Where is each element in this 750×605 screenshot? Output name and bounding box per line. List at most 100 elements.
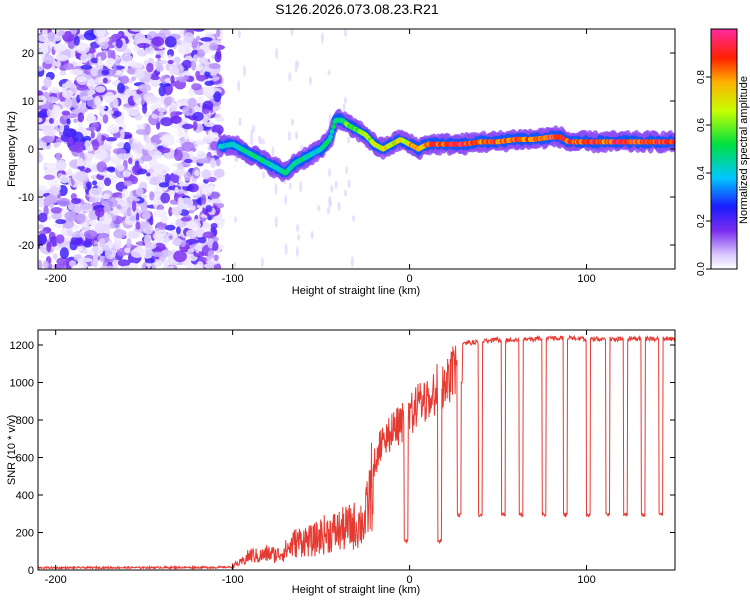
noise-speckle bbox=[207, 130, 214, 140]
noise-speckle bbox=[55, 60, 62, 68]
noise-speckle bbox=[284, 243, 288, 256]
noise-speckle bbox=[170, 75, 175, 84]
noise-speckle bbox=[84, 140, 91, 149]
noise-speckle bbox=[238, 117, 242, 127]
noise-speckle bbox=[103, 205, 111, 214]
noise-speckle bbox=[188, 107, 193, 114]
noise-speckle bbox=[158, 111, 164, 118]
noise-speckle bbox=[165, 224, 176, 231]
colorbar-tick-label: 0.2 bbox=[696, 214, 707, 228]
noise-speckle bbox=[92, 180, 98, 186]
noise-speckle bbox=[90, 67, 99, 77]
noise-speckle bbox=[102, 245, 110, 252]
noise-speckle bbox=[212, 74, 219, 82]
noise-speckle bbox=[112, 110, 122, 118]
noise-speckle bbox=[106, 125, 120, 134]
noise-speckle bbox=[115, 59, 121, 66]
noise-speckle bbox=[96, 132, 102, 144]
noise-speckle bbox=[129, 262, 138, 269]
noise-speckle bbox=[330, 184, 334, 193]
noise-speckle bbox=[163, 237, 171, 243]
noise-speckle bbox=[173, 250, 187, 263]
noise-speckle bbox=[103, 177, 112, 187]
noise-speckle bbox=[128, 157, 133, 165]
colorbar-tick-label: 0.0 bbox=[696, 262, 707, 276]
snr-series-line bbox=[38, 334, 675, 570]
noise-speckle bbox=[43, 174, 55, 180]
noise-speckle bbox=[141, 194, 148, 199]
noise-speckle bbox=[59, 122, 65, 133]
noise-speckle bbox=[108, 110, 114, 115]
noise-speckle bbox=[168, 206, 173, 217]
noise-speckle bbox=[183, 131, 189, 141]
noise-speckle bbox=[113, 229, 127, 239]
noise-speckle bbox=[63, 63, 75, 71]
noise-speckle bbox=[108, 167, 116, 173]
noise-speckle bbox=[344, 189, 348, 197]
noise-speckle bbox=[38, 259, 43, 269]
noise-speckle bbox=[174, 186, 179, 193]
noise-speckle bbox=[45, 194, 58, 204]
noise-speckle bbox=[143, 93, 156, 102]
noise-speckle bbox=[152, 196, 159, 209]
noise-speckle bbox=[294, 61, 298, 73]
noise-speckle bbox=[38, 95, 47, 106]
noise-speckle bbox=[213, 254, 219, 261]
noise-speckle bbox=[77, 165, 86, 170]
noise-speckle bbox=[70, 235, 84, 246]
noise-speckle bbox=[337, 201, 341, 212]
noise-speckle bbox=[41, 135, 55, 144]
noise-speckle bbox=[105, 265, 115, 269]
snr-x-tick-label: 0 bbox=[407, 574, 413, 586]
noise-speckle bbox=[132, 92, 138, 102]
noise-speckle bbox=[168, 265, 175, 269]
noise-speckle bbox=[214, 51, 222, 63]
noise-speckle bbox=[64, 97, 73, 109]
colorbar-gradient bbox=[710, 28, 738, 270]
noise-speckle bbox=[87, 78, 96, 91]
noise-speckle bbox=[287, 130, 291, 141]
noise-speckle bbox=[70, 232, 83, 238]
noise-speckle bbox=[202, 100, 214, 111]
noise-speckle bbox=[262, 171, 266, 179]
noise-speckle bbox=[234, 216, 238, 223]
noise-speckle bbox=[290, 29, 294, 36]
noise-speckle bbox=[156, 221, 168, 230]
noise-speckle bbox=[214, 168, 225, 178]
noise-speckle bbox=[104, 248, 116, 260]
noise-speckle bbox=[197, 236, 207, 244]
noise-speckle bbox=[215, 158, 221, 167]
noise-speckle bbox=[142, 103, 148, 114]
noise-speckle bbox=[201, 221, 211, 230]
noise-speckle bbox=[47, 31, 55, 42]
spectrogram-x-tick-label: 0 bbox=[407, 273, 413, 285]
noise-speckle bbox=[171, 206, 183, 216]
noise-speckle bbox=[146, 172, 151, 177]
noise-speckle bbox=[116, 204, 122, 209]
noise-speckle bbox=[184, 171, 192, 182]
noise-speckle bbox=[327, 168, 331, 177]
noise-speckle bbox=[143, 143, 156, 151]
noise-speckle bbox=[163, 263, 169, 269]
noise-speckle bbox=[89, 220, 95, 226]
noise-speckle bbox=[175, 226, 181, 235]
noise-speckle bbox=[167, 59, 174, 65]
noise-speckle bbox=[109, 197, 116, 203]
noise-speckle bbox=[133, 45, 139, 52]
noise-speckle bbox=[62, 31, 75, 42]
noise-speckle bbox=[143, 234, 152, 246]
noise-speckle bbox=[190, 59, 197, 71]
noise-speckle bbox=[274, 183, 278, 195]
colorbar-tick-label: 0.6 bbox=[696, 118, 707, 132]
noise-speckle bbox=[88, 187, 102, 198]
noise-speckle bbox=[97, 36, 110, 44]
track-core bbox=[328, 134, 334, 140]
noise-speckle bbox=[195, 35, 201, 41]
spectrogram-y-tick-label: 10 bbox=[22, 96, 34, 108]
noise-speckle bbox=[296, 224, 300, 233]
noise-speckle bbox=[73, 35, 80, 46]
noise-speckle bbox=[192, 29, 205, 32]
noise-speckle bbox=[47, 96, 58, 104]
noise-speckle bbox=[80, 52, 89, 64]
